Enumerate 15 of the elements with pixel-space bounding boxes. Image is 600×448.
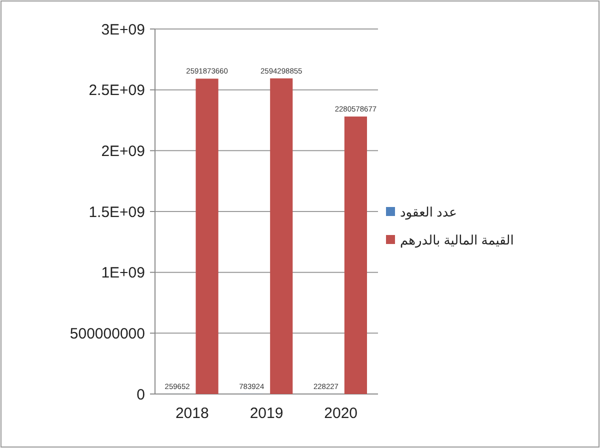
legend-label: القيمة المالية بالدرهم	[400, 232, 514, 249]
legend-label: عدد العقود	[400, 204, 457, 221]
x-tick-label: 2018	[175, 405, 209, 422]
y-tick-label: 3E+09	[101, 21, 145, 38]
x-tick-label: 2020	[324, 405, 358, 422]
y-tick-label: 0	[136, 386, 145, 404]
y-tick-label: 2.5E+09	[88, 82, 145, 100]
y-tick-label: 2E+09	[101, 142, 145, 160]
bar	[196, 78, 218, 394]
y-tick-label: 1.5E+09	[88, 204, 145, 221]
bar	[344, 116, 367, 394]
y-tick-label: 1E+09	[101, 264, 145, 282]
bar	[270, 78, 293, 394]
x-tick-label: 2019	[250, 405, 284, 422]
y-tick-label: 500000000	[70, 325, 145, 342]
